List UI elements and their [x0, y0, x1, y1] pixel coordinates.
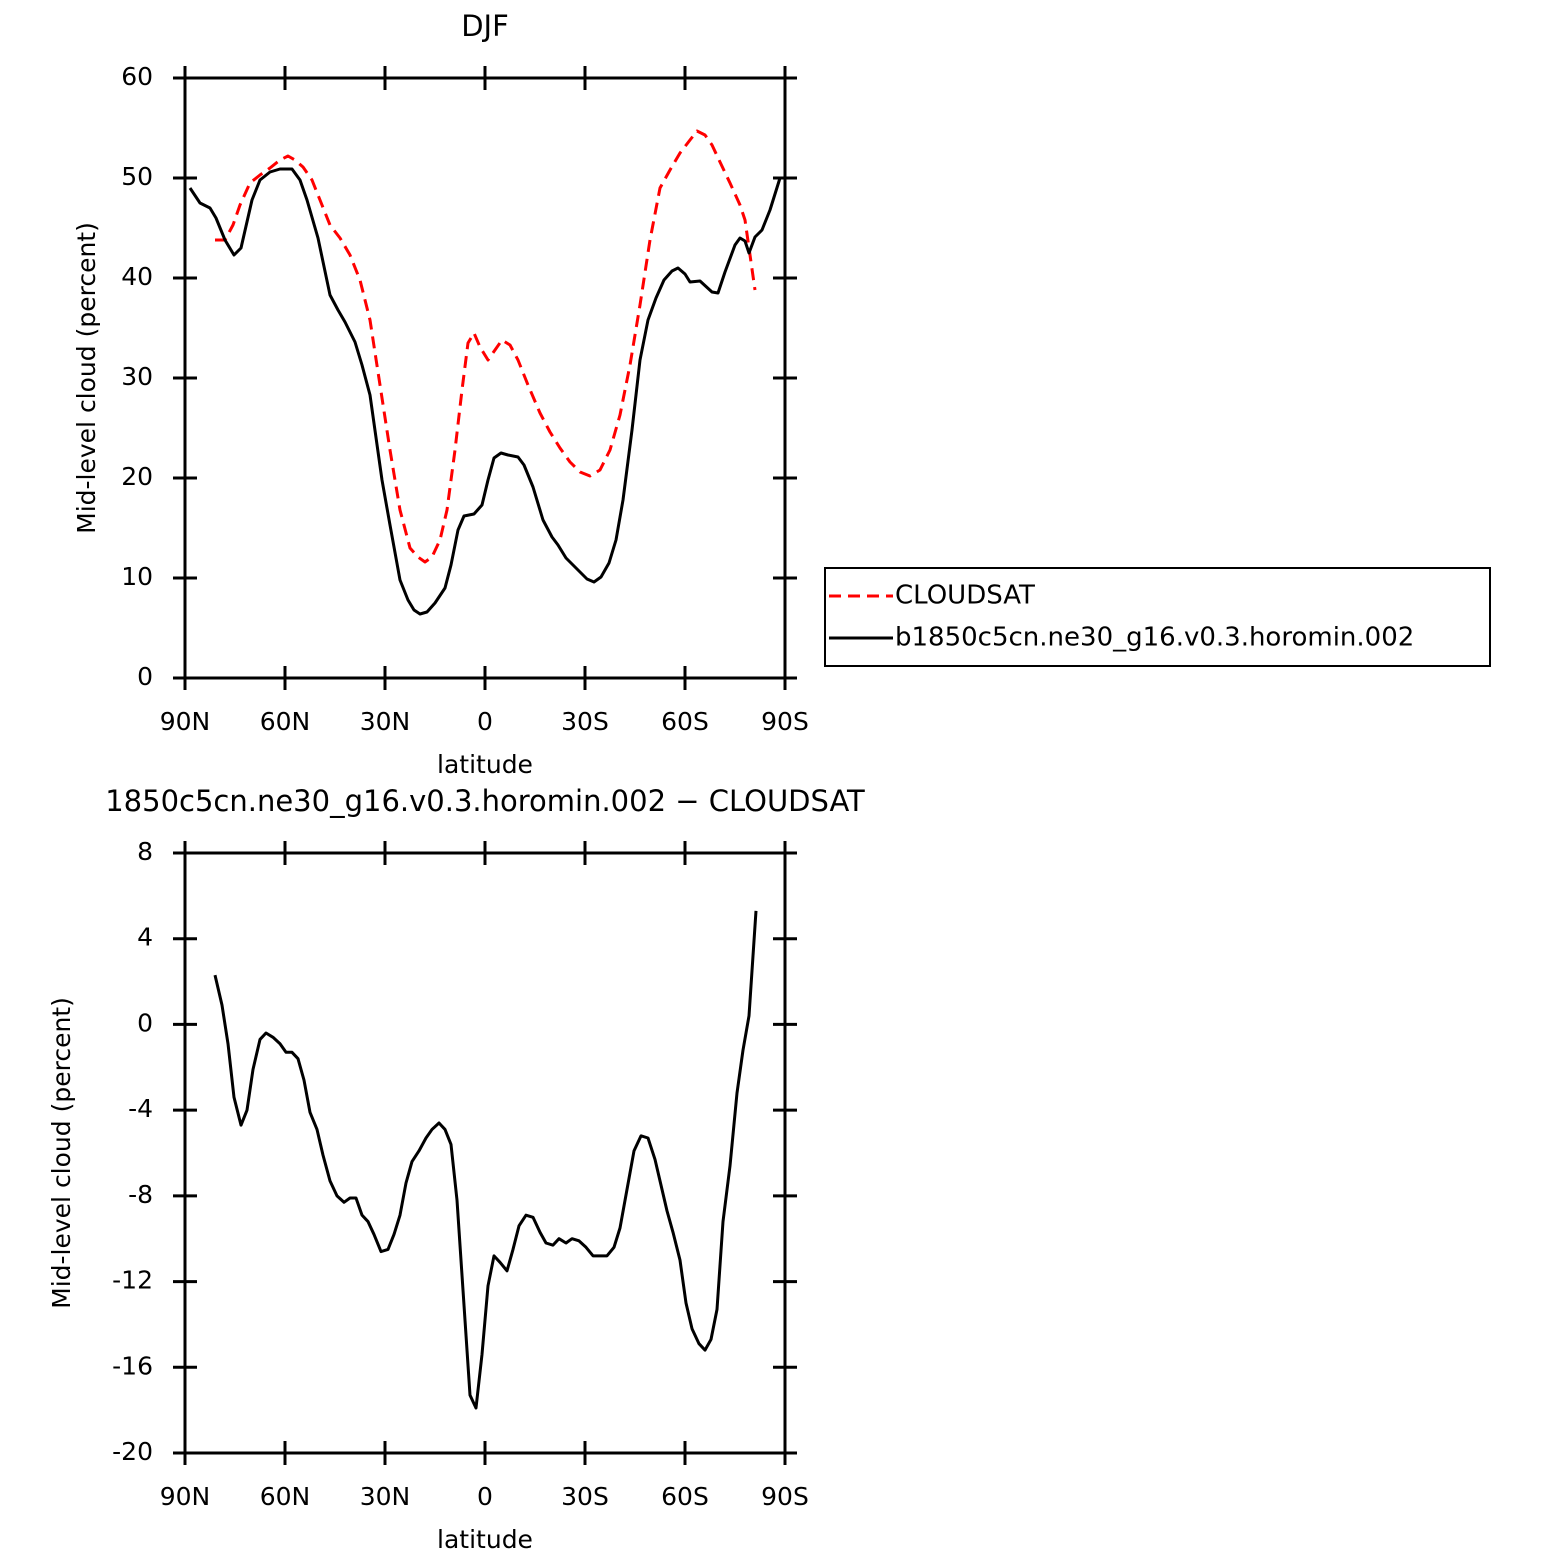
y-tick-label: 4	[137, 923, 153, 952]
x-tick-label: 90N	[160, 707, 211, 736]
y-tick-label: 10	[121, 562, 153, 591]
legend-label: b1850c5cn.ne30_g16.v0.3.horomin.002	[895, 623, 1414, 653]
y-tick-label: 40	[121, 262, 153, 291]
x-tick-label: 0	[477, 707, 493, 736]
x-tick-label: 30S	[561, 1482, 609, 1511]
y-tick-label: -16	[112, 1351, 153, 1380]
chart-panel: DJF latitude Mid-level cloud (percent) 90N 6…	[72, 9, 1491, 779]
x-tick-label: 60N	[260, 707, 311, 736]
x-tick-label: 90S	[761, 1482, 809, 1511]
y-tick-label: 0	[137, 662, 153, 691]
x-tick-label: 90N	[160, 1482, 211, 1511]
y-axis-label: Mid-level cloud (percent)	[72, 222, 101, 534]
legend-box	[824, 567, 1491, 667]
y-tick-label: 60	[121, 62, 153, 91]
y-tick-label: -4	[128, 1094, 153, 1123]
y-tick-label: 50	[121, 162, 153, 191]
y-tick-label: 30	[121, 362, 153, 391]
y-tick-label: 20	[121, 462, 153, 491]
x-tick-label: 60N	[260, 1482, 311, 1511]
y-tick-label: -8	[128, 1180, 153, 1209]
y-tick-label: 0	[137, 1008, 153, 1037]
x-axis-label: latitude	[437, 1525, 533, 1554]
y-axis-label: Mid-level cloud (percent)	[47, 997, 76, 1309]
data-line	[213, 910, 758, 1410]
chart-title: DJF	[461, 9, 509, 43]
plot-frame	[183, 76, 787, 680]
data-line	[215, 129, 757, 564]
y-tick-label: 8	[137, 837, 153, 866]
y-tick-label: -20	[112, 1437, 153, 1466]
chart-panel: 1850c5cn.ne30_g16.v0.3.horomin.002 − CLO…	[47, 784, 865, 1554]
legend: CLOUDSAT b1850c5cn.ne30_g16.v0.3.horomin.…	[824, 567, 1491, 667]
x-tick-label: 30S	[561, 707, 609, 736]
x-tick-label: 60S	[661, 707, 709, 736]
legend-label: CLOUDSAT	[895, 581, 1035, 611]
x-tick-label: 60S	[661, 1482, 709, 1511]
x-tick-label: 90S	[761, 707, 809, 736]
x-tick-label: 0	[477, 1482, 493, 1511]
x-axis-label: latitude	[437, 750, 533, 779]
y-tick-label: -12	[112, 1266, 153, 1295]
x-tick-label: 30N	[360, 1482, 411, 1511]
chart-title: 1850c5cn.ne30_g16.v0.3.horomin.002 − CLO…	[105, 784, 865, 818]
plot-frame	[183, 851, 787, 1455]
data-line	[188, 167, 782, 616]
x-tick-label: 30N	[360, 707, 411, 736]
